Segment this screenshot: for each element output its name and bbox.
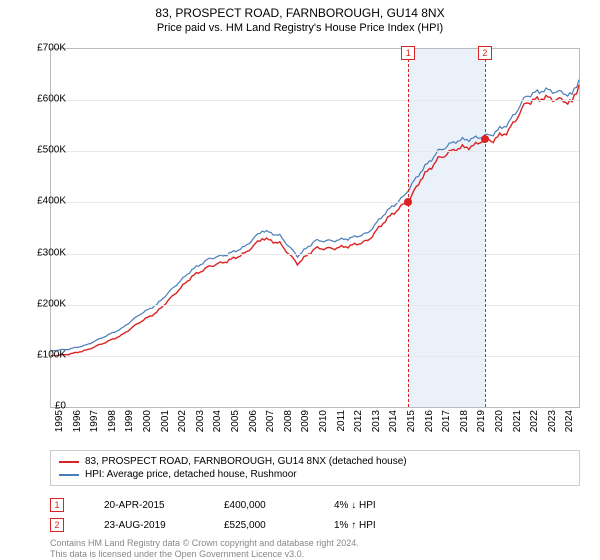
legend-row: 83, PROSPECT ROAD, FARNBOROUGH, GU14 8NX… [59,455,571,468]
x-tick-label: 1999 [124,410,135,442]
chart-subtitle: Price paid vs. HM Land Registry's House … [0,20,600,38]
x-tick-label: 2019 [476,410,487,442]
x-tick-label: 1998 [107,410,118,442]
x-tick-label: 1995 [54,410,65,442]
x-tick-label: 2018 [459,410,470,442]
x-tick-label: 2020 [494,410,505,442]
x-tick-label: 2003 [195,410,206,442]
series-line [51,80,579,351]
series-line [51,85,579,356]
y-tick-label: £600K [22,94,66,105]
x-tick-label: 2012 [353,410,364,442]
x-tick-label: 2017 [441,410,452,442]
event-marker-box: 2 [478,46,492,60]
sale-dot [481,135,489,143]
x-tick-label: 1997 [89,410,100,442]
y-tick-label: £200K [22,298,66,309]
x-tick-label: 2024 [564,410,575,442]
sale-dot [404,198,412,206]
y-tick-label: £300K [22,247,66,258]
sale-price-2: £525,000 [224,520,294,531]
footer-line-2: This data is licensed under the Open Gov… [50,549,359,560]
x-tick-label: 2000 [142,410,153,442]
y-tick-label: £400K [22,196,66,207]
x-tick-label: 1996 [72,410,83,442]
sale-delta-2: 1% ↑ HPI [334,520,376,531]
x-tick-label: 2011 [336,410,347,442]
sale-marker-1: 1 [50,498,64,512]
x-tick-label: 2022 [529,410,540,442]
x-tick-label: 2005 [230,410,241,442]
sale-date-2: 23-AUG-2019 [104,520,184,531]
legend-row: HPI: Average price, detached house, Rush… [59,468,571,481]
legend-label-0: 83, PROSPECT ROAD, FARNBOROUGH, GU14 8NX… [85,456,407,467]
x-tick-label: 2016 [424,410,435,442]
footer-line-1: Contains HM Land Registry data © Crown c… [50,538,359,549]
legend-swatch-red [59,461,79,463]
sale-row-1: 1 20-APR-2015 £400,000 4% ↓ HPI [50,498,376,512]
sale-marker-2: 2 [50,518,64,532]
legend-swatch-blue [59,474,79,476]
chart-container: 83, PROSPECT ROAD, FARNBOROUGH, GU14 8NX… [0,0,600,560]
sale-date-1: 20-APR-2015 [104,500,184,511]
x-tick-label: 2023 [547,410,558,442]
legend: 83, PROSPECT ROAD, FARNBOROUGH, GU14 8NX… [50,450,580,486]
y-tick-label: £100K [22,349,66,360]
x-tick-label: 2015 [406,410,417,442]
y-tick-label: £700K [22,43,66,54]
sale-price-1: £400,000 [224,500,294,511]
legend-label-1: HPI: Average price, detached house, Rush… [85,469,297,480]
x-tick-label: 2013 [371,410,382,442]
event-marker-box: 1 [401,46,415,60]
sale-delta-1: 4% ↓ HPI [334,500,376,511]
x-tick-label: 2001 [160,410,171,442]
x-tick-label: 2010 [318,410,329,442]
line-series-svg [51,49,579,407]
y-tick-label: £500K [22,145,66,156]
x-tick-label: 2002 [177,410,188,442]
x-tick-label: 2004 [212,410,223,442]
x-tick-label: 2006 [248,410,259,442]
x-tick-label: 2008 [283,410,294,442]
plot-area: 12 [50,48,580,408]
sale-row-2: 2 23-AUG-2019 £525,000 1% ↑ HPI [50,518,376,532]
x-tick-label: 2014 [388,410,399,442]
x-tick-label: 2009 [300,410,311,442]
chart-title: 83, PROSPECT ROAD, FARNBOROUGH, GU14 8NX [0,0,600,20]
x-tick-label: 2007 [265,410,276,442]
footer: Contains HM Land Registry data © Crown c… [50,538,359,560]
x-tick-label: 2021 [512,410,523,442]
